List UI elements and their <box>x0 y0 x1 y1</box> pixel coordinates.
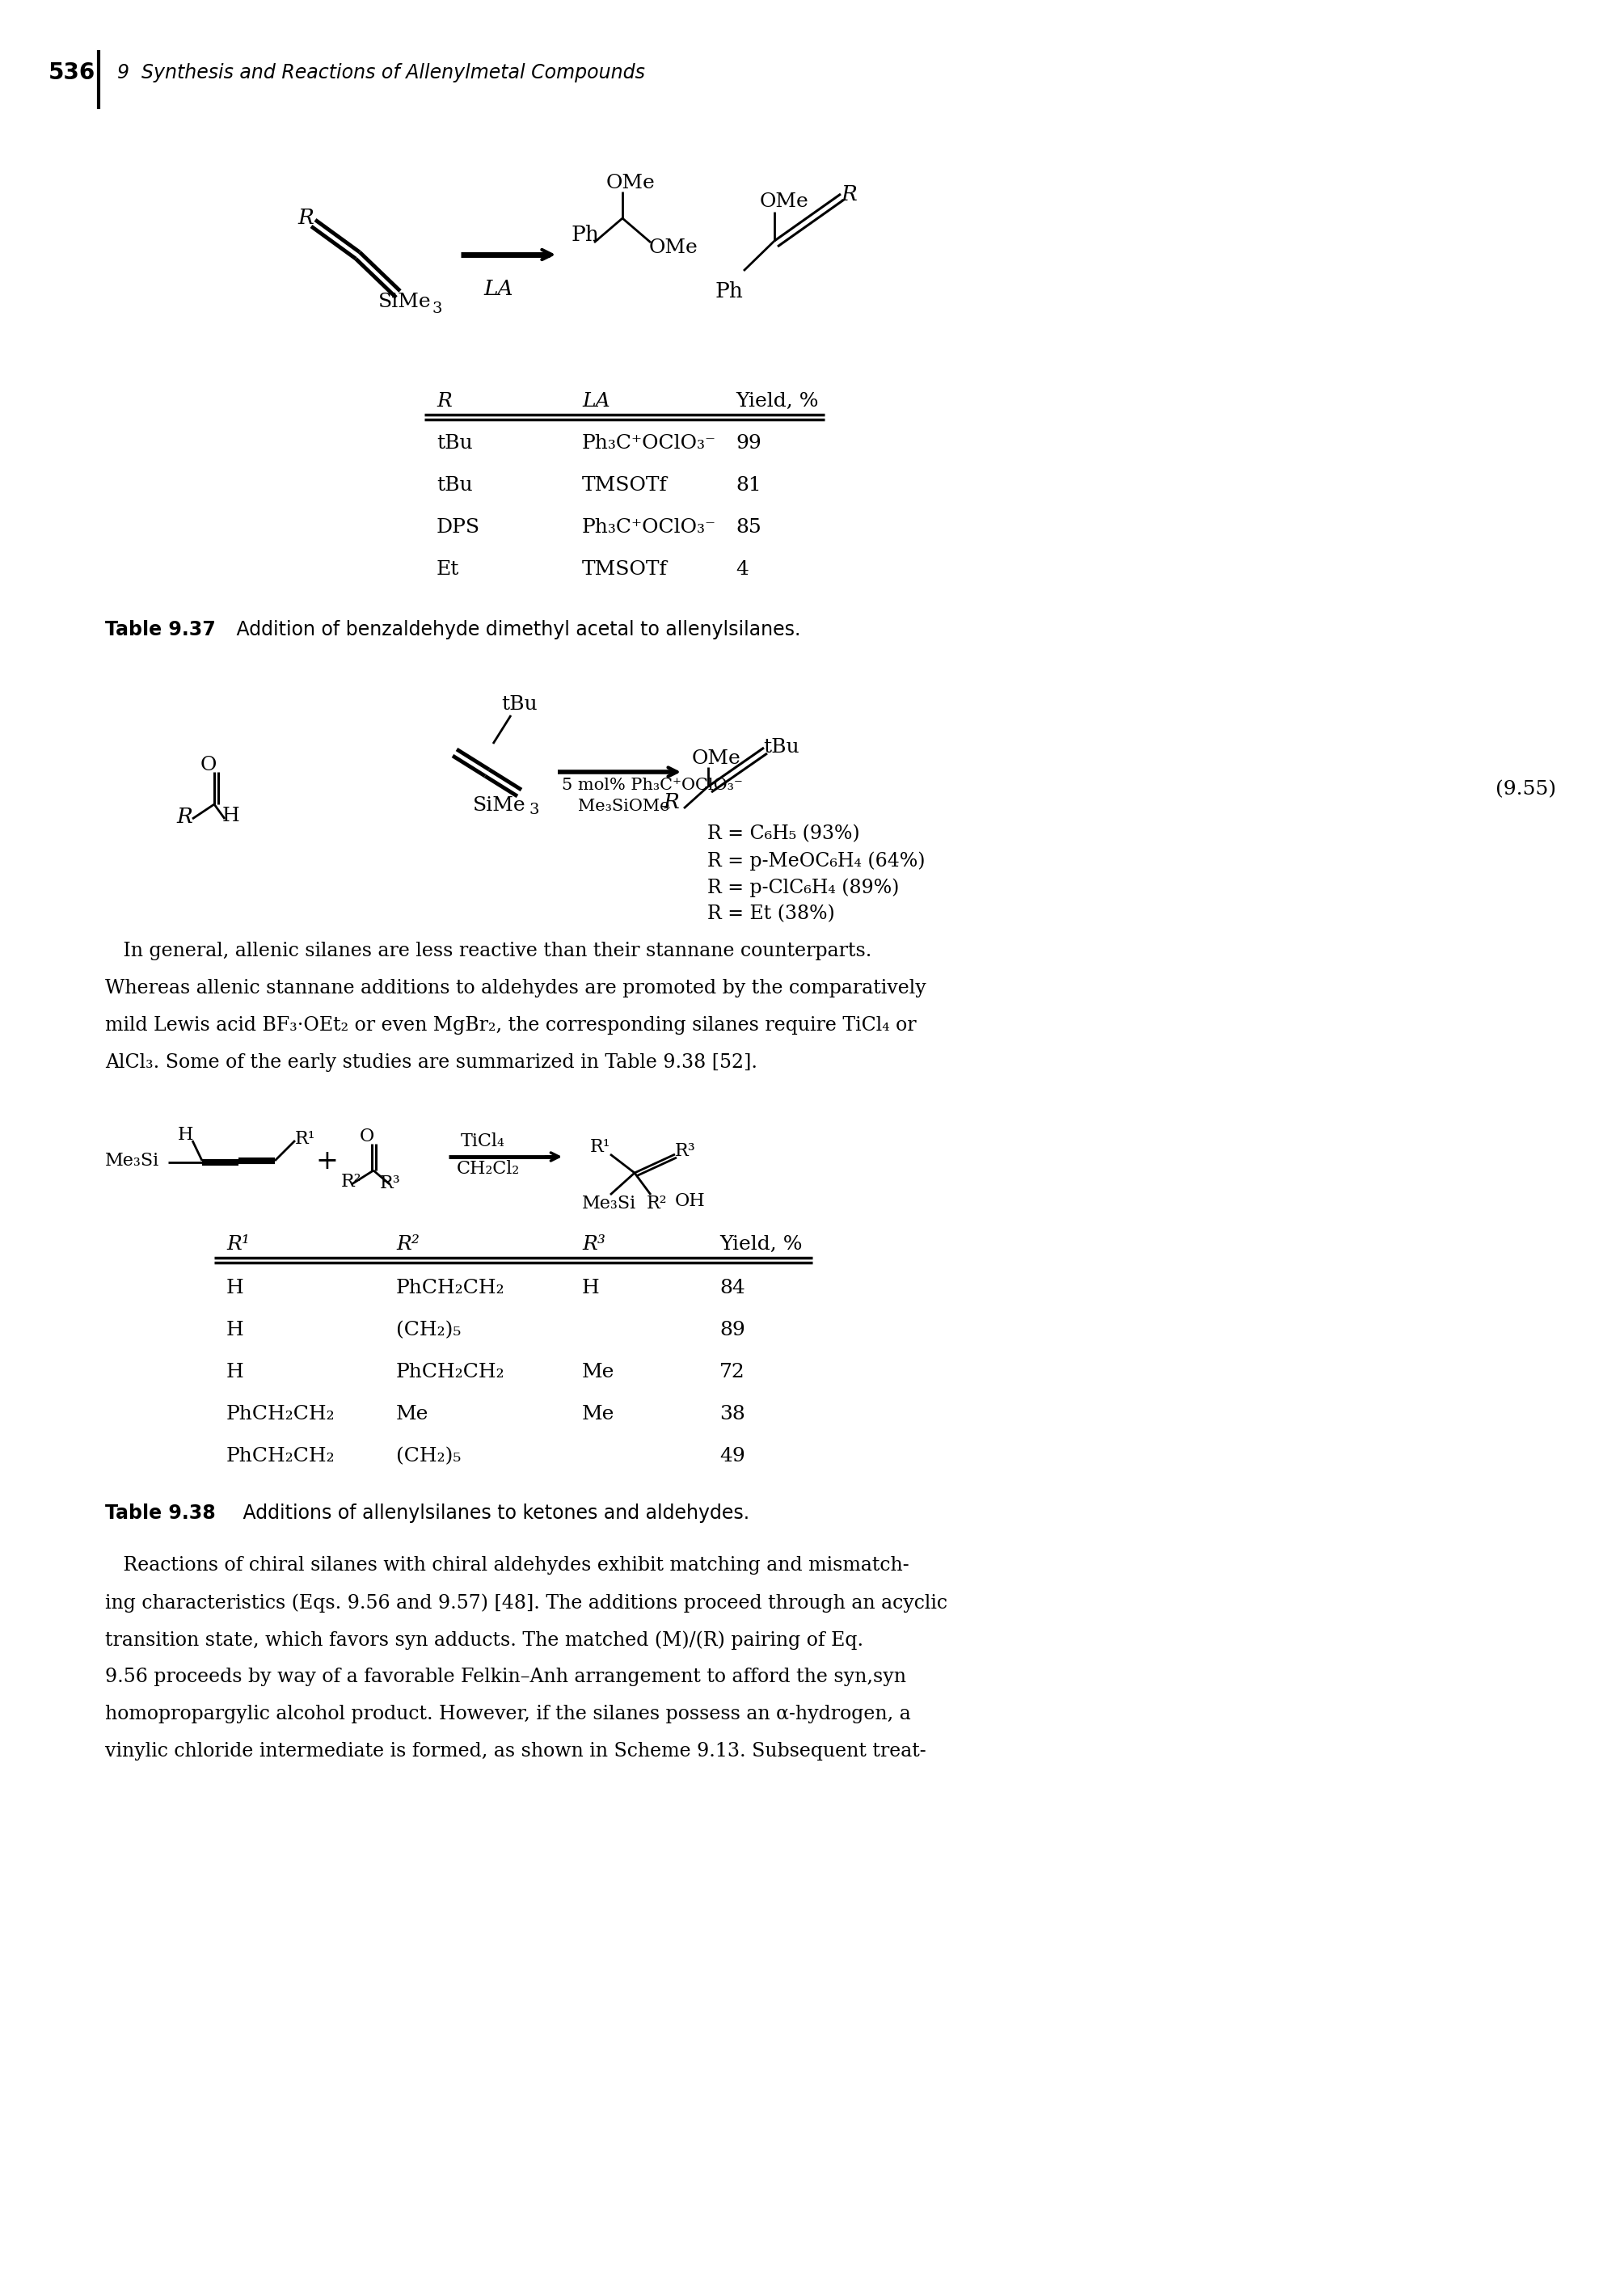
Text: Table 9.38: Table 9.38 <box>106 1505 216 1523</box>
Text: R = C₆H₅ (93%): R = C₆H₅ (93%) <box>708 824 859 843</box>
Text: Me: Me <box>581 1404 614 1424</box>
Text: PhCH₂CH₂: PhCH₂CH₂ <box>396 1363 505 1381</box>
Text: (9.55): (9.55) <box>1496 781 1556 799</box>
Text: TMSOTf: TMSOTf <box>581 476 667 495</box>
Text: LA: LA <box>484 279 513 300</box>
Text: 9.56 proceeds by way of a favorable Felkin–Anh arrangement to afford the syn,syn: 9.56 proceeds by way of a favorable Felk… <box>106 1667 906 1685</box>
Text: TiCl₄: TiCl₄ <box>461 1134 505 1150</box>
Text: CH₂Cl₂: CH₂Cl₂ <box>456 1161 520 1177</box>
Text: tBu: tBu <box>502 696 538 714</box>
Text: 99: 99 <box>736 435 762 453</box>
Text: Yield, %: Yield, % <box>719 1234 802 1253</box>
Text: Addition of benzaldehyde dimethyl acetal to allenylsilanes.: Addition of benzaldehyde dimethyl acetal… <box>218 621 801 639</box>
Text: Ph: Ph <box>716 282 744 302</box>
Text: (CH₂)₅: (CH₂)₅ <box>396 1321 461 1340</box>
Text: 85: 85 <box>736 518 762 536</box>
Text: R²: R² <box>396 1234 419 1253</box>
Text: R³: R³ <box>380 1175 401 1193</box>
Text: Me₃SiOMe: Me₃SiOMe <box>578 799 669 813</box>
Text: Additions of allenylsilanes to ketones and aldehydes.: Additions of allenylsilanes to ketones a… <box>224 1505 749 1523</box>
Text: Me₃Si: Me₃Si <box>581 1195 637 1211</box>
Text: homopropargylic alcohol product. However, if the silanes possess an α-hydrogen, : homopropargylic alcohol product. However… <box>106 1704 911 1724</box>
Text: transition state, which favors syn adducts. The matched (M)/(R) pairing of Eq.: transition state, which favors syn adduc… <box>106 1630 864 1649</box>
Text: PhCH₂CH₂: PhCH₂CH₂ <box>226 1447 335 1466</box>
Text: O: O <box>361 1127 375 1145</box>
Text: OMe: OMe <box>692 749 741 767</box>
Text: R: R <box>297 208 313 229</box>
Text: Me: Me <box>581 1363 614 1381</box>
Text: (CH₂)₅: (CH₂)₅ <box>396 1447 461 1466</box>
Text: R = Et (38%): R = Et (38%) <box>708 905 835 923</box>
Text: R = p-ClC₆H₄ (89%): R = p-ClC₆H₄ (89%) <box>708 877 900 898</box>
Text: R: R <box>177 806 192 827</box>
Text: Me: Me <box>396 1404 429 1424</box>
Text: tBu: tBu <box>763 737 799 756</box>
Text: OMe: OMe <box>606 174 656 192</box>
Text: Yield, %: Yield, % <box>736 392 818 410</box>
Text: R: R <box>437 392 451 410</box>
Text: TMSOTf: TMSOTf <box>581 561 667 579</box>
Text: SiMe: SiMe <box>473 797 526 815</box>
Text: OMe: OMe <box>760 192 809 211</box>
Text: Ph: Ph <box>570 224 599 245</box>
Text: AlCl₃. Some of the early studies are summarized in Table 9.38 [52].: AlCl₃. Some of the early studies are sum… <box>106 1053 757 1072</box>
Text: +: + <box>315 1150 338 1175</box>
Text: PhCH₂CH₂: PhCH₂CH₂ <box>226 1404 335 1424</box>
Text: ing characteristics (Eqs. 9.56 and 9.57) [48]. The additions proceed through an : ing characteristics (Eqs. 9.56 and 9.57)… <box>106 1594 947 1612</box>
Text: DPS: DPS <box>437 518 481 536</box>
Text: R³: R³ <box>676 1143 695 1161</box>
Text: Table 9.37: Table 9.37 <box>106 621 216 639</box>
Text: mild Lewis acid BF₃·OEt₂ or even MgBr₂, the corresponding silanes require TiCl₄ : mild Lewis acid BF₃·OEt₂ or even MgBr₂, … <box>106 1017 916 1035</box>
Text: R: R <box>841 183 857 204</box>
Text: Ph₃C⁺OClO₃⁻: Ph₃C⁺OClO₃⁻ <box>581 435 716 453</box>
Text: 536: 536 <box>49 62 96 85</box>
Text: 9  Synthesis and Reactions of Allenylmetal Compounds: 9 Synthesis and Reactions of Allenylmeta… <box>117 64 645 82</box>
Text: H: H <box>179 1127 193 1143</box>
Text: tBu: tBu <box>437 435 473 453</box>
Text: Whereas allenic stannane additions to aldehydes are promoted by the comparativel: Whereas allenic stannane additions to al… <box>106 978 926 998</box>
Text: R: R <box>663 792 679 813</box>
Text: R¹: R¹ <box>590 1138 611 1156</box>
Text: PhCH₂CH₂: PhCH₂CH₂ <box>396 1278 505 1298</box>
Text: R¹: R¹ <box>226 1234 250 1253</box>
Text: R¹: R¹ <box>296 1129 315 1147</box>
Text: R²: R² <box>646 1195 667 1211</box>
Text: H: H <box>222 806 240 824</box>
Text: In general, allenic silanes are less reactive than their stannane counterparts.: In general, allenic silanes are less rea… <box>106 941 872 960</box>
Text: Reactions of chiral silanes with chiral aldehydes exhibit matching and mismatch-: Reactions of chiral silanes with chiral … <box>106 1555 909 1576</box>
Text: R²: R² <box>341 1172 362 1191</box>
Text: Et: Et <box>437 561 460 579</box>
Text: OMe: OMe <box>650 238 698 256</box>
Text: 81: 81 <box>736 476 762 495</box>
Text: H: H <box>581 1278 599 1298</box>
Text: Me₃Si: Me₃Si <box>106 1152 159 1170</box>
Text: 4: 4 <box>736 561 749 579</box>
Text: O: O <box>200 756 218 774</box>
Text: 38: 38 <box>719 1404 745 1424</box>
Text: 3: 3 <box>432 302 442 316</box>
Text: 84: 84 <box>719 1278 745 1298</box>
Text: LA: LA <box>581 392 611 410</box>
Text: H: H <box>226 1363 244 1381</box>
Text: Ph₃C⁺OClO₃⁻: Ph₃C⁺OClO₃⁻ <box>581 518 716 536</box>
Text: 89: 89 <box>719 1321 745 1340</box>
Text: OH: OH <box>676 1193 705 1209</box>
Text: vinylic chloride intermediate is formed, as shown in Scheme 9.13. Subsequent tre: vinylic chloride intermediate is formed,… <box>106 1743 926 1761</box>
Text: SiMe: SiMe <box>378 293 432 311</box>
Text: tBu: tBu <box>437 476 473 495</box>
Text: 49: 49 <box>719 1447 745 1466</box>
Text: 5 mol% Ph₃C⁺OClO₃⁻: 5 mol% Ph₃C⁺OClO₃⁻ <box>562 779 742 792</box>
Text: H: H <box>226 1321 244 1340</box>
Text: R = p-MeOC₆H₄ (64%): R = p-MeOC₆H₄ (64%) <box>708 852 926 870</box>
Text: H: H <box>226 1278 244 1298</box>
Text: R³: R³ <box>581 1234 606 1253</box>
Text: 3: 3 <box>529 804 539 818</box>
Text: 72: 72 <box>719 1363 745 1381</box>
